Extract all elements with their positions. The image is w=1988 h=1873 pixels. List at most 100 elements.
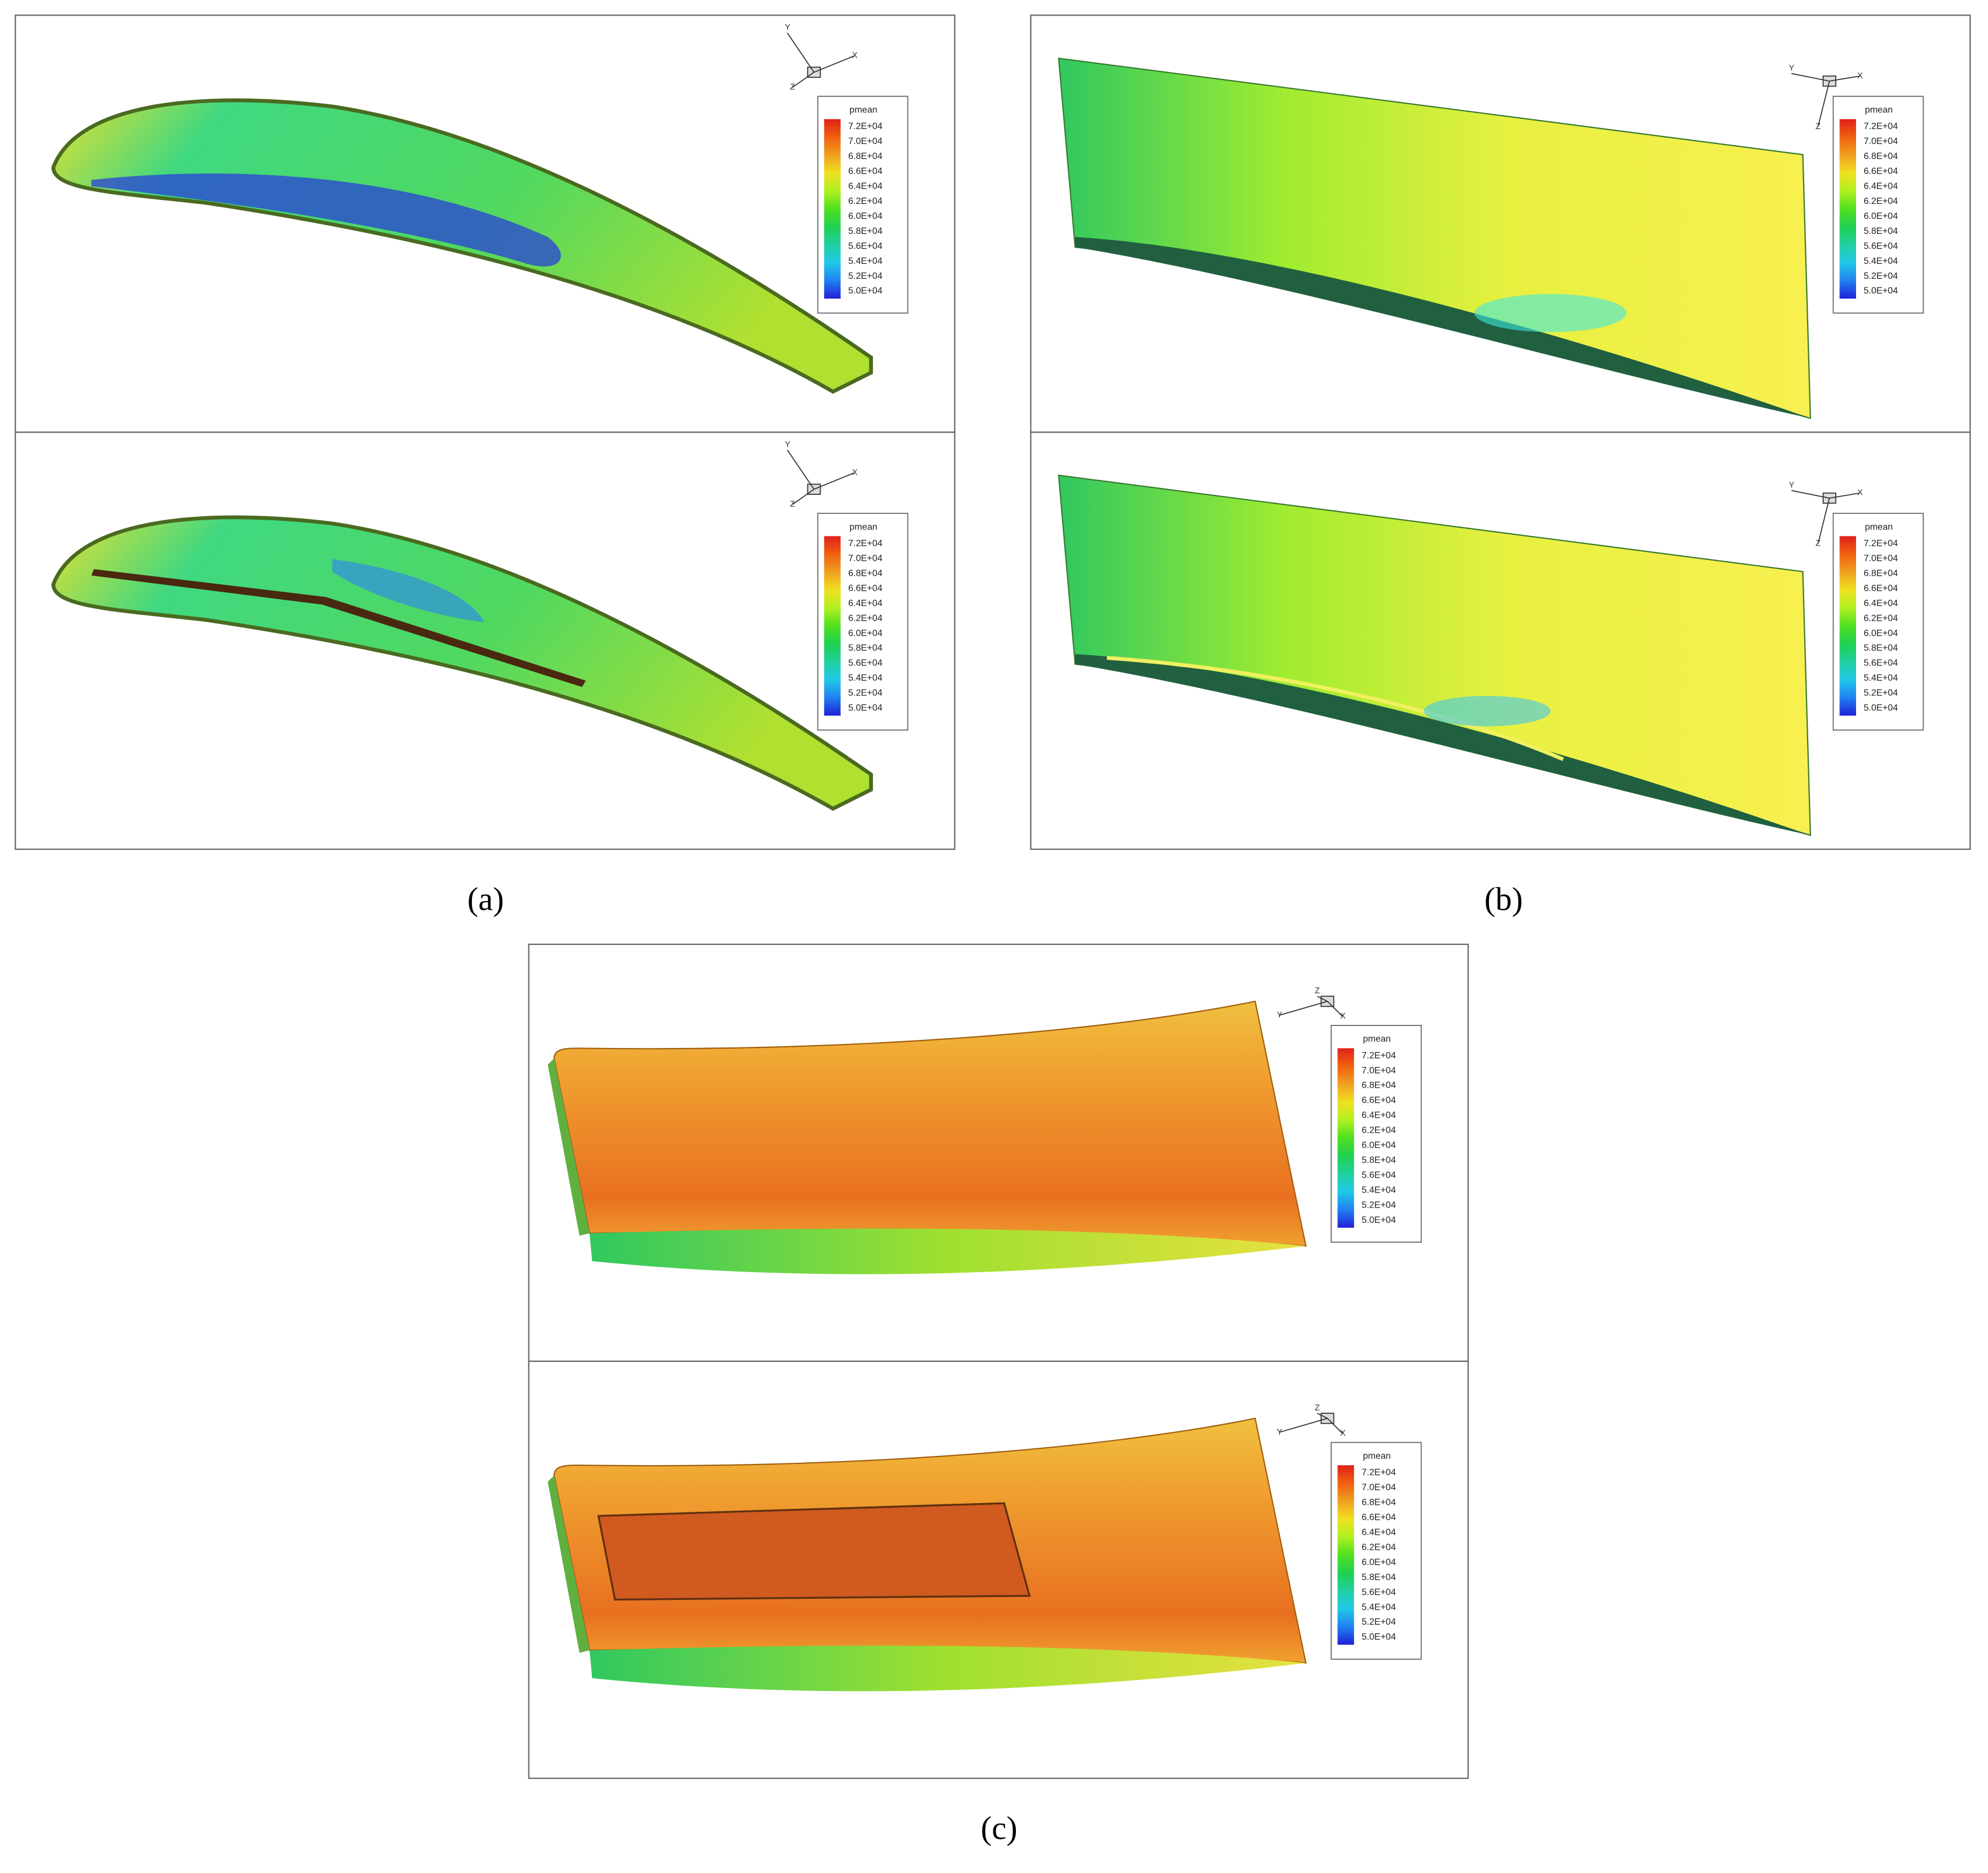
legend-label: 5.2E+04 [848, 688, 883, 698]
axis-label: X [852, 468, 858, 477]
legend-label: 5.0E+04 [1362, 1215, 1396, 1225]
legend-label: 5.6E+04 [1362, 1587, 1396, 1597]
flap-slot [1106, 656, 1564, 761]
legend-title: pmean [1363, 1451, 1390, 1461]
legend-title: pmean [1865, 522, 1892, 532]
axis-label: Y [785, 440, 791, 449]
axis-label: X [852, 51, 858, 60]
legend-label: 6.6E+04 [848, 584, 883, 593]
legend-label: 5.8E+04 [1362, 1156, 1396, 1166]
colorbar [1337, 1048, 1354, 1228]
legend-label: 5.0E+04 [848, 703, 883, 713]
legend-label: 6.8E+04 [1362, 1081, 1396, 1091]
legend-label: 5.6E+04 [848, 659, 883, 668]
legend-label: 6.2E+04 [1362, 1126, 1396, 1136]
axis-label: X [1340, 1012, 1346, 1021]
legend-label: 5.8E+04 [1864, 226, 1898, 236]
legend-label: 6.2E+04 [1362, 1542, 1396, 1552]
colorbar [824, 536, 841, 716]
leading-edge [547, 1475, 590, 1653]
axis-label: Z [790, 83, 795, 92]
legend-label: 5.4E+04 [1864, 673, 1898, 683]
triad-axis [1791, 490, 1830, 499]
legend-label: 7.0E+04 [1362, 1066, 1396, 1076]
axis-label: Z [1816, 539, 1821, 548]
legend-label: 6.0E+04 [848, 629, 883, 638]
axis-label: Z [1816, 122, 1821, 131]
legend-title: pmean [849, 522, 877, 532]
axis-label: Y [1789, 64, 1794, 73]
legend-label: 5.4E+04 [848, 673, 883, 683]
legend-label: 5.2E+04 [1362, 1200, 1396, 1210]
legend-label: 5.4E+04 [1362, 1602, 1396, 1612]
legend-label: 7.0E+04 [1362, 1483, 1396, 1493]
low-pressure [1423, 695, 1551, 727]
legend-label: 5.4E+04 [1362, 1185, 1396, 1195]
legend-label: 6.6E+04 [1362, 1096, 1396, 1106]
low-pressure [332, 559, 485, 623]
flap-slot [91, 569, 586, 687]
legend-label: 5.8E+04 [1362, 1572, 1396, 1582]
triad-axis [1817, 498, 1830, 544]
colorbar [1839, 536, 1857, 716]
leading-edge [1075, 654, 1811, 835]
legend-label: 6.4E+04 [1864, 599, 1898, 608]
legend-label: 6.4E+04 [1864, 181, 1898, 191]
axis-label: Z [1315, 1403, 1320, 1413]
triad-axis [814, 55, 855, 73]
axis-label: X [1857, 489, 1863, 498]
triad-axis [792, 489, 815, 505]
legend-label: 6.8E+04 [1362, 1498, 1396, 1508]
legend-label: 6.8E+04 [848, 569, 883, 578]
legend-label: 6.6E+04 [1362, 1513, 1396, 1523]
axis-label: Y [1277, 1011, 1283, 1020]
legend-label: 7.2E+04 [1864, 122, 1898, 131]
legend-label: 5.6E+04 [1864, 659, 1898, 668]
legend-title: pmean [1363, 1034, 1390, 1044]
triad-axis [1829, 75, 1860, 82]
legend-label: 7.2E+04 [1362, 1051, 1396, 1061]
axis-label: Y [1789, 480, 1794, 490]
colorbar [1839, 119, 1857, 299]
legend-label: 5.2E+04 [848, 271, 883, 281]
legend-label: 5.0E+04 [1864, 286, 1898, 296]
legend-label: 6.6E+04 [1864, 167, 1898, 176]
triad-axis [1317, 996, 1328, 1002]
axis-label: Y [1277, 1428, 1283, 1437]
legend-label: 7.0E+04 [848, 137, 883, 146]
legend-label: 6.0E+04 [1362, 1557, 1396, 1567]
legend-label: 5.2E+04 [1864, 688, 1898, 698]
legend-label: 7.0E+04 [1864, 137, 1898, 146]
legend-label: 7.0E+04 [848, 554, 883, 563]
triad-axis [787, 449, 815, 490]
legend-label: 5.4E+04 [1864, 256, 1898, 266]
legend-label: 6.6E+04 [1864, 584, 1898, 593]
caption: (c) [981, 1810, 1017, 1846]
legend-label: 6.4E+04 [1362, 1111, 1396, 1121]
triad-axis [1817, 81, 1830, 127]
legend-label: 6.4E+04 [1362, 1527, 1396, 1537]
axis-label: Z [790, 500, 795, 509]
legend-label: 5.8E+04 [1864, 644, 1898, 653]
legend-label: 7.2E+04 [1864, 539, 1898, 548]
axis-label: X [1857, 71, 1863, 81]
legend-label: 5.4E+04 [848, 256, 883, 266]
axis-label: X [1340, 1429, 1346, 1438]
legend-label: 6.8E+04 [1864, 152, 1898, 161]
legend-label: 5.0E+04 [1362, 1632, 1396, 1642]
low-pressure [91, 173, 561, 267]
legend-label: 6.2E+04 [848, 196, 883, 206]
legend-label: 5.2E+04 [1864, 271, 1898, 281]
triad-axis [1791, 73, 1830, 82]
axis-label: Y [785, 23, 791, 32]
legend-label: 7.0E+04 [1864, 554, 1898, 563]
triad-axis [1829, 492, 1860, 499]
legend-label: 7.2E+04 [848, 122, 883, 131]
legend-label: 5.0E+04 [1864, 703, 1898, 713]
legend-label: 6.8E+04 [1864, 569, 1898, 578]
legend-label: 6.0E+04 [848, 211, 883, 221]
